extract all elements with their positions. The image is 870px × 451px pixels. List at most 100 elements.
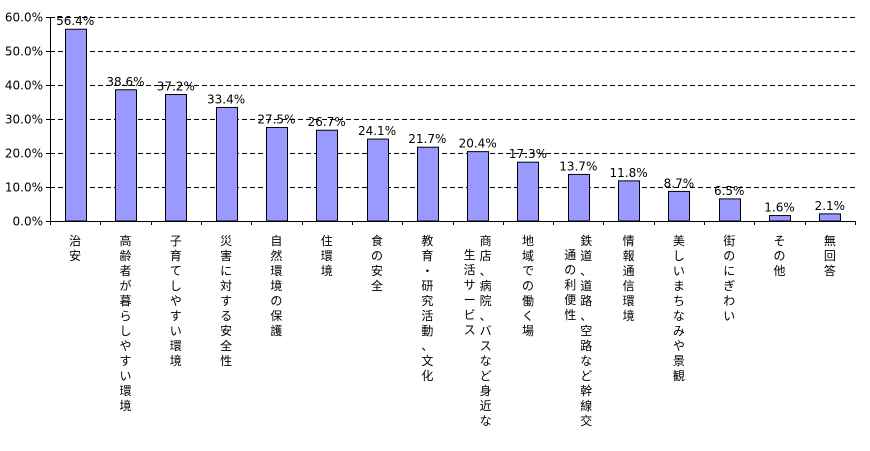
- category-char: 治: [69, 234, 81, 248]
- category-char: 情: [623, 234, 635, 248]
- category-label: 無回答: [824, 233, 836, 278]
- bar: [417, 146, 439, 222]
- category-char: 商: [480, 233, 492, 248]
- category-char: 保: [270, 309, 282, 323]
- category-char: し: [170, 279, 182, 293]
- category-char: 然: [270, 248, 282, 263]
- category-char: 美: [673, 234, 685, 248]
- category-char: 景: [673, 354, 685, 368]
- category-char: ビ: [464, 308, 476, 322]
- category-char: 高: [119, 233, 131, 248]
- category-char: 交: [580, 413, 592, 428]
- category-char: 路: [580, 338, 592, 353]
- category-char: す: [220, 294, 232, 308]
- bar: [266, 127, 288, 222]
- category-char: 全: [220, 338, 232, 353]
- category-char: 対: [220, 279, 232, 293]
- category-char: 育: [421, 248, 433, 263]
- category-char: 化: [421, 369, 433, 383]
- bar: [367, 138, 389, 222]
- bar: [467, 151, 489, 222]
- category-char: 街: [723, 234, 735, 248]
- data-label: 17.3%: [509, 147, 547, 161]
- category-label: 治安: [69, 234, 81, 263]
- category-char: 災: [220, 234, 232, 248]
- category-char: な: [480, 354, 492, 368]
- category-char: が: [119, 278, 131, 293]
- category-char: 生: [464, 248, 476, 262]
- category-char: い: [723, 309, 735, 323]
- category-char: 無: [824, 233, 836, 248]
- category-char: 利: [564, 278, 576, 292]
- axes: [46, 17, 856, 225]
- bar: [618, 180, 640, 222]
- category-char: な: [673, 309, 685, 323]
- category-char: 環: [170, 339, 182, 353]
- category-char: 環: [270, 264, 282, 278]
- category-char: 境: [623, 308, 635, 323]
- category-char: 道: [580, 249, 592, 263]
- data-label: 2.1%: [815, 199, 846, 213]
- category-char: 育: [170, 248, 182, 263]
- category-char: 動: [421, 324, 433, 338]
- category-char: 答: [824, 263, 836, 278]
- category-char: 境: [321, 263, 333, 278]
- category-char: 、: [421, 339, 433, 353]
- category-char: 教: [421, 233, 433, 248]
- category-char: ど: [480, 369, 492, 383]
- category-char: に: [723, 264, 735, 278]
- y-tick-label: 10.0%: [5, 181, 43, 195]
- bar: [668, 190, 690, 222]
- bar: [517, 161, 539, 222]
- category-char: 環: [623, 294, 635, 308]
- category-char: 究: [421, 293, 433, 308]
- data-label: 56.4%: [56, 14, 94, 28]
- category-char: な: [480, 414, 492, 428]
- data-label: 6.5%: [714, 184, 745, 198]
- bar: [165, 94, 187, 222]
- category-char: し: [119, 324, 131, 338]
- category-char: る: [220, 309, 232, 323]
- category-char: 便: [564, 293, 576, 307]
- category-char: 環: [321, 249, 333, 263]
- bar: [568, 173, 590, 222]
- category-char: 安: [371, 263, 383, 278]
- category-labels: 治安高齢者が暮らしやすい環境子育てしやすい環境災害に対する安全性自然環境の保護住…: [69, 233, 836, 428]
- category-char: 信: [623, 279, 635, 293]
- category-char: 安: [69, 248, 81, 263]
- category-char: の: [564, 263, 576, 277]
- category-char: 齢: [119, 248, 131, 263]
- category-char: み: [673, 324, 685, 338]
- category-char: や: [673, 339, 685, 353]
- bar: [316, 129, 338, 222]
- category-char: で: [522, 264, 534, 278]
- category-char: 護: [270, 323, 282, 338]
- bar: [769, 215, 791, 222]
- data-label: 38.6%: [106, 75, 144, 89]
- category-char: 全: [371, 278, 383, 293]
- category-char: ス: [480, 339, 492, 353]
- category-char: く: [522, 309, 534, 323]
- category-char: い: [170, 324, 182, 338]
- category-char: 道: [580, 279, 592, 293]
- category-label: 住環境: [321, 234, 333, 278]
- category-char: 線: [580, 398, 592, 413]
- category-char: 身: [480, 383, 492, 398]
- category-char: 通: [623, 264, 635, 278]
- category-char: の: [723, 249, 735, 263]
- category-char: 性: [564, 308, 576, 322]
- category-char: わ: [723, 294, 735, 308]
- category-char: 害: [220, 248, 232, 263]
- category-char: 空: [580, 324, 592, 338]
- category-char: や: [170, 294, 182, 308]
- data-label: 20.4%: [459, 137, 497, 151]
- category-char: の: [371, 249, 383, 263]
- category-char: い: [673, 264, 685, 278]
